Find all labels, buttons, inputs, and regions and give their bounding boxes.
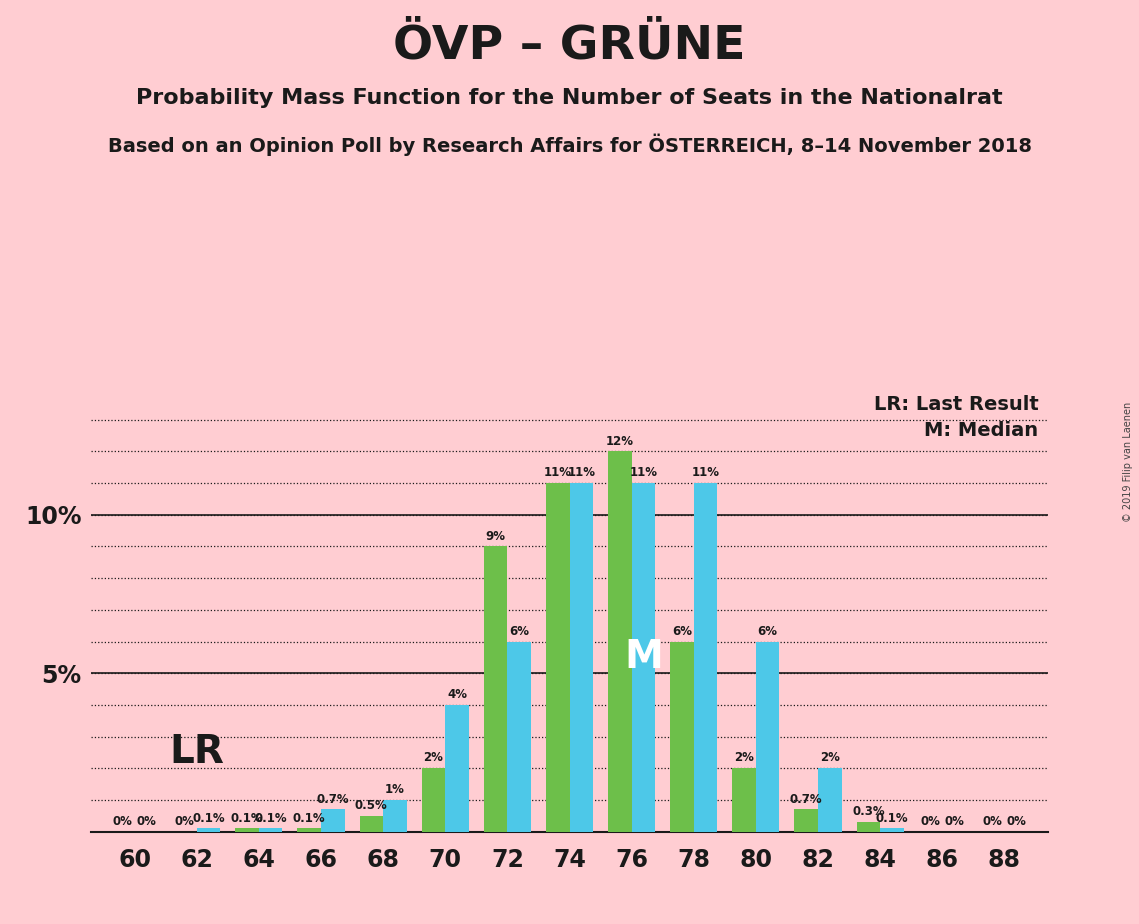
Text: 2%: 2% — [820, 751, 839, 764]
Text: 11%: 11% — [630, 467, 657, 480]
Text: 0%: 0% — [920, 815, 941, 828]
Bar — [197, 829, 220, 832]
Text: ÖVP – GRÜNE: ÖVP – GRÜNE — [393, 23, 746, 68]
Text: 0.1%: 0.1% — [876, 811, 908, 824]
Bar — [570, 483, 593, 832]
Bar — [880, 829, 903, 832]
Text: Probability Mass Function for the Number of Seats in the Nationalrat: Probability Mass Function for the Number… — [137, 88, 1002, 108]
Text: LR: LR — [170, 734, 224, 772]
Text: 6%: 6% — [757, 625, 778, 638]
Bar — [756, 641, 779, 832]
Text: 0.1%: 0.1% — [293, 811, 326, 824]
Text: M: Median: M: Median — [924, 421, 1039, 441]
Text: 0.7%: 0.7% — [317, 793, 350, 806]
Bar — [484, 546, 507, 832]
Bar — [297, 829, 321, 832]
Bar — [608, 452, 632, 832]
Text: 6%: 6% — [509, 625, 530, 638]
Text: 0.1%: 0.1% — [254, 811, 287, 824]
Text: 12%: 12% — [606, 434, 633, 447]
Bar — [694, 483, 718, 832]
Text: 0.7%: 0.7% — [789, 793, 822, 806]
Text: 0%: 0% — [944, 815, 964, 828]
Bar — [857, 822, 880, 832]
Text: 2%: 2% — [424, 751, 443, 764]
Text: M: M — [624, 638, 663, 676]
Bar — [259, 829, 282, 832]
Text: 0.5%: 0.5% — [355, 799, 387, 812]
Text: 6%: 6% — [672, 625, 693, 638]
Bar — [236, 829, 259, 832]
Text: LR: Last Result: LR: Last Result — [874, 395, 1039, 414]
Text: 2%: 2% — [735, 751, 754, 764]
Text: 1%: 1% — [385, 784, 404, 796]
Text: 0.3%: 0.3% — [852, 806, 885, 819]
Text: 0.1%: 0.1% — [231, 811, 263, 824]
Bar — [421, 768, 445, 832]
Bar — [732, 768, 756, 832]
Bar — [818, 768, 842, 832]
Text: © 2019 Filip van Laenen: © 2019 Filip van Laenen — [1123, 402, 1133, 522]
Text: 11%: 11% — [567, 467, 596, 480]
Text: 11%: 11% — [691, 467, 720, 480]
Bar — [321, 809, 345, 832]
Bar — [507, 641, 531, 832]
Text: 4%: 4% — [446, 688, 467, 701]
Bar — [670, 641, 694, 832]
Bar — [794, 809, 818, 832]
Bar — [360, 816, 383, 832]
Text: 0%: 0% — [137, 815, 156, 828]
Text: Based on an Opinion Poll by Research Affairs for ÖSTERREICH, 8–14 November 2018: Based on an Opinion Poll by Research Aff… — [107, 134, 1032, 156]
Text: 0%: 0% — [175, 815, 195, 828]
Text: 0%: 0% — [1006, 815, 1026, 828]
Text: 0%: 0% — [113, 815, 133, 828]
Bar — [383, 800, 407, 832]
Bar — [632, 483, 655, 832]
Text: 11%: 11% — [543, 467, 572, 480]
Text: 0.1%: 0.1% — [192, 811, 224, 824]
Text: 9%: 9% — [485, 529, 506, 542]
Text: 0%: 0% — [983, 815, 1002, 828]
Bar — [445, 705, 469, 832]
Bar — [546, 483, 570, 832]
